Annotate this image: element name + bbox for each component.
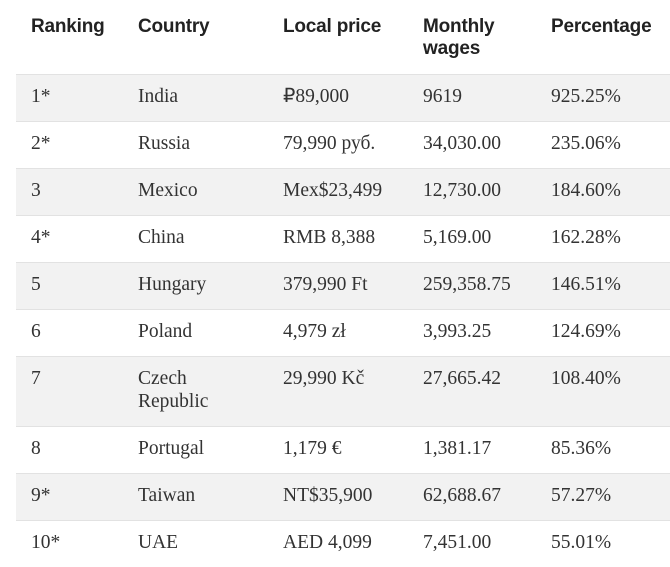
header-monthly-wages: Monthly wages xyxy=(423,16,495,59)
cell-percentage: 55.01% xyxy=(551,532,612,553)
cell-local-price: ₽89,000 xyxy=(283,86,350,107)
cell-ranking: 4* xyxy=(31,227,51,248)
table-row: 2* Russia 79,990 руб. 34,030.00 235.06% xyxy=(16,121,670,168)
cell-ranking: 5 xyxy=(31,274,41,295)
cell-local-price: NT$35,900 xyxy=(283,485,373,506)
cell-percentage: 85.36% xyxy=(551,438,612,459)
cell-local-price: 379,990 Ft xyxy=(283,274,368,295)
table-row: 1* India ₽89,000 9619 925.25% xyxy=(16,74,670,121)
cell-ranking: 6 xyxy=(31,321,41,342)
cell-local-price: 79,990 руб. xyxy=(283,133,376,154)
header-local-price: Local price xyxy=(283,16,382,37)
cell-monthly-wages: 12,730.00 xyxy=(423,180,501,201)
cell-country: Portugal xyxy=(138,438,205,459)
cell-percentage: 235.06% xyxy=(551,133,621,154)
cell-local-price: RMB 8,388 xyxy=(283,227,376,248)
table-header: Ranking Country Local price Monthly wage… xyxy=(16,0,670,74)
cell-country: Hungary xyxy=(138,274,207,295)
cell-monthly-wages: 1,381.17 xyxy=(423,438,492,459)
cell-country: India xyxy=(138,86,179,107)
price-ranking-table: Ranking Country Local price Monthly wage… xyxy=(16,0,670,567)
cell-country: Poland xyxy=(138,321,193,342)
cell-country: Czech Republic xyxy=(138,368,209,412)
cell-local-price: Mex$23,499 xyxy=(283,180,383,201)
cell-monthly-wages: 259,358.75 xyxy=(423,274,511,295)
cell-monthly-wages: 9619 xyxy=(423,86,462,107)
cell-monthly-wages: 7,451.00 xyxy=(423,532,492,553)
cell-percentage: 162.28% xyxy=(551,227,621,248)
cell-country: Mexico xyxy=(138,180,198,201)
cell-local-price: AED 4,099 xyxy=(283,532,372,553)
header-ranking: Ranking xyxy=(31,16,105,37)
cell-ranking: 7 xyxy=(31,368,41,389)
cell-ranking: 1* xyxy=(31,86,51,107)
table-row: 10* UAE AED 4,099 7,451.00 55.01% xyxy=(16,520,670,567)
table-row: 3 Mexico Mex$23,499 12,730.00 184.60% xyxy=(16,168,670,215)
cell-percentage: 57.27% xyxy=(551,485,612,506)
table-row: 8 Portugal 1,179 € 1,381.17 85.36% xyxy=(16,426,670,473)
table-row: 4* China RMB 8,388 5,169.00 162.28% xyxy=(16,215,670,262)
cell-percentage: 124.69% xyxy=(551,321,621,342)
cell-monthly-wages: 5,169.00 xyxy=(423,227,492,248)
cell-country: China xyxy=(138,227,185,248)
table-row: 5 Hungary 379,990 Ft 259,358.75 146.51% xyxy=(16,262,670,309)
cell-local-price: 29,990 Kč xyxy=(283,368,365,389)
table-row: 7 Czech Republic 29,990 Kč 27,665.42 108… xyxy=(16,356,670,426)
cell-percentage: 146.51% xyxy=(551,274,621,295)
cell-local-price: 4,979 zł xyxy=(283,321,346,342)
cell-monthly-wages: 27,665.42 xyxy=(423,368,501,389)
cell-country: Russia xyxy=(138,133,191,154)
table-row: 6 Poland 4,979 zł 3,993.25 124.69% xyxy=(16,309,670,356)
cell-ranking: 10* xyxy=(31,532,61,553)
header-percentage: Percentage xyxy=(551,16,652,37)
cell-monthly-wages: 34,030.00 xyxy=(423,133,501,154)
cell-ranking: 9* xyxy=(31,485,51,506)
cell-monthly-wages: 3,993.25 xyxy=(423,321,492,342)
cell-ranking: 2* xyxy=(31,133,51,154)
cell-country: UAE xyxy=(138,532,179,553)
cell-country: Taiwan xyxy=(138,485,196,506)
cell-ranking: 8 xyxy=(31,438,41,459)
cell-percentage: 108.40% xyxy=(551,368,621,389)
cell-local-price: 1,179 € xyxy=(283,438,342,459)
cell-percentage: 184.60% xyxy=(551,180,621,201)
cell-ranking: 3 xyxy=(31,180,41,201)
cell-monthly-wages: 62,688.67 xyxy=(423,485,501,506)
table-row: 9* Taiwan NT$35,900 62,688.67 57.27% xyxy=(16,473,670,520)
cell-percentage: 925.25% xyxy=(551,86,621,107)
header-country: Country xyxy=(138,16,210,37)
